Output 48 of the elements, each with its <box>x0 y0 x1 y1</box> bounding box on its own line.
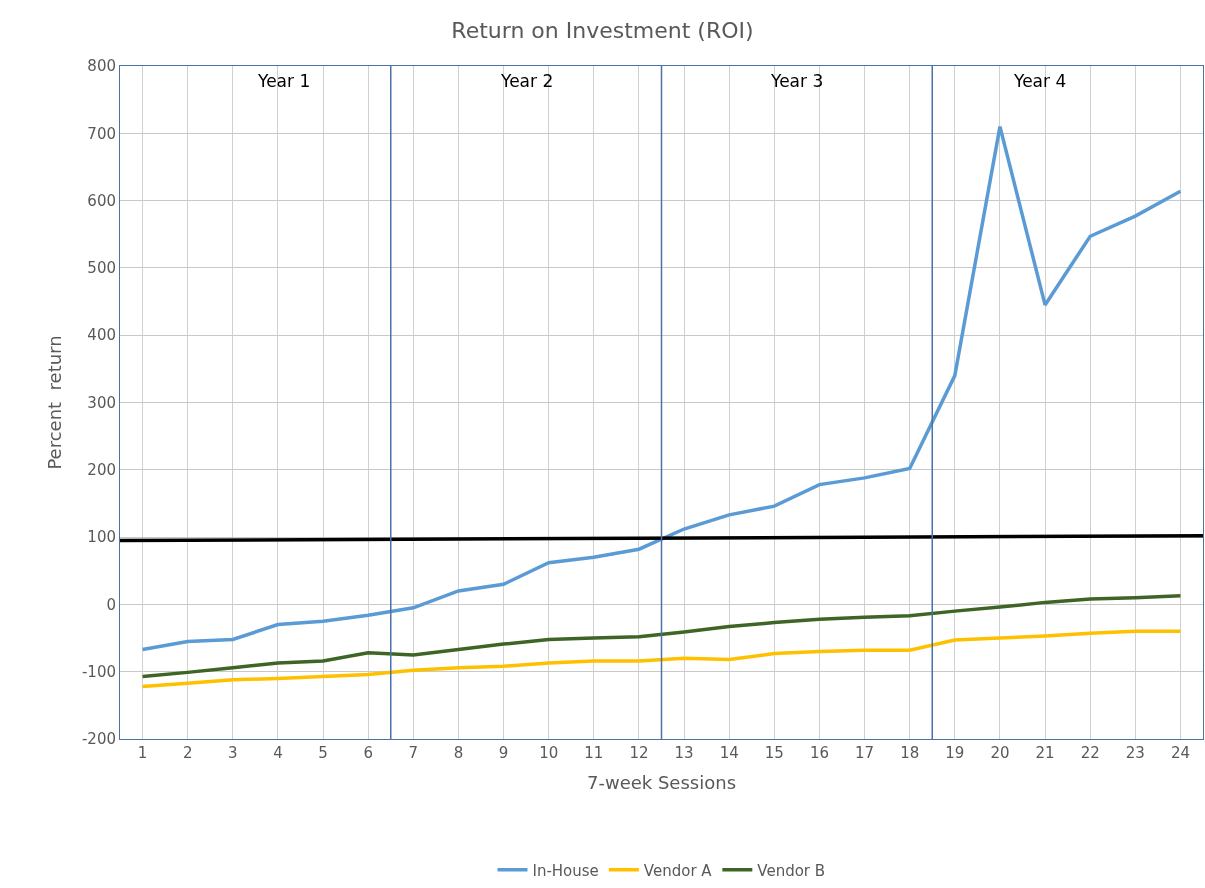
y-tick-label: 0 <box>106 595 116 614</box>
x-tick-label: 23 <box>1125 744 1145 762</box>
x-tick-label: 20 <box>990 744 1010 762</box>
y-tick-label: 500 <box>87 259 116 278</box>
annotation: Year 3 <box>770 71 824 91</box>
x-tick-label: 16 <box>809 744 829 762</box>
x-tick-label: 4 <box>273 744 283 762</box>
x-tick-label: 19 <box>945 744 965 762</box>
x-tick-label: 2 <box>182 744 193 762</box>
x-tick-label: 1 <box>137 744 148 762</box>
x-tick-label: 11 <box>584 744 604 762</box>
annotation: Year 4 <box>1013 71 1067 91</box>
chart-title: Return on Investment (ROI) <box>451 17 754 43</box>
x-tick-label: 15 <box>764 744 784 762</box>
x-tick-label: 12 <box>629 744 649 762</box>
y-tick-label: -200 <box>81 730 116 749</box>
y-axis-title: Percent return <box>44 335 66 470</box>
y-tick-label: 300 <box>87 393 116 412</box>
y-tick-label: -100 <box>81 662 116 681</box>
line-series <box>140 124 1183 652</box>
y-tick-label: 200 <box>87 461 116 480</box>
y-tick-label: 600 <box>87 191 116 210</box>
x-tick-label: 22 <box>1080 744 1100 762</box>
legend-label: Vendor A <box>643 861 713 880</box>
x-tick-label: 21 <box>1035 744 1055 762</box>
x-tick-label: 9 <box>498 744 509 762</box>
x-tick-label: 6 <box>363 744 373 762</box>
x-tick-label: 13 <box>674 744 694 762</box>
line-series <box>140 593 1183 679</box>
legend-label: Vendor B <box>757 861 826 880</box>
x-tick-label: 24 <box>1170 744 1190 762</box>
line-series <box>140 629 1183 689</box>
x-tick-label: 8 <box>453 744 464 762</box>
x-tick-label: 7 <box>408 744 419 762</box>
annotation: Year 2 <box>500 71 554 91</box>
y-tick-label: 700 <box>87 124 116 143</box>
y-tick-label: 100 <box>87 528 116 547</box>
x-tick-label: 18 <box>900 744 920 762</box>
x-tick-label: 14 <box>719 744 739 762</box>
y-tick-label: 400 <box>87 326 116 345</box>
x-tick-label: 10 <box>539 744 559 762</box>
y-tick-label: 800 <box>87 57 116 76</box>
x-tick-label: 5 <box>318 744 328 762</box>
annotation: Year 1 <box>257 71 311 91</box>
legend-label: In-House <box>532 861 599 880</box>
x-tick-label: 3 <box>228 744 238 762</box>
x-axis-title: 7-week Sessions <box>586 772 737 794</box>
x-tick-label: 17 <box>855 744 875 762</box>
